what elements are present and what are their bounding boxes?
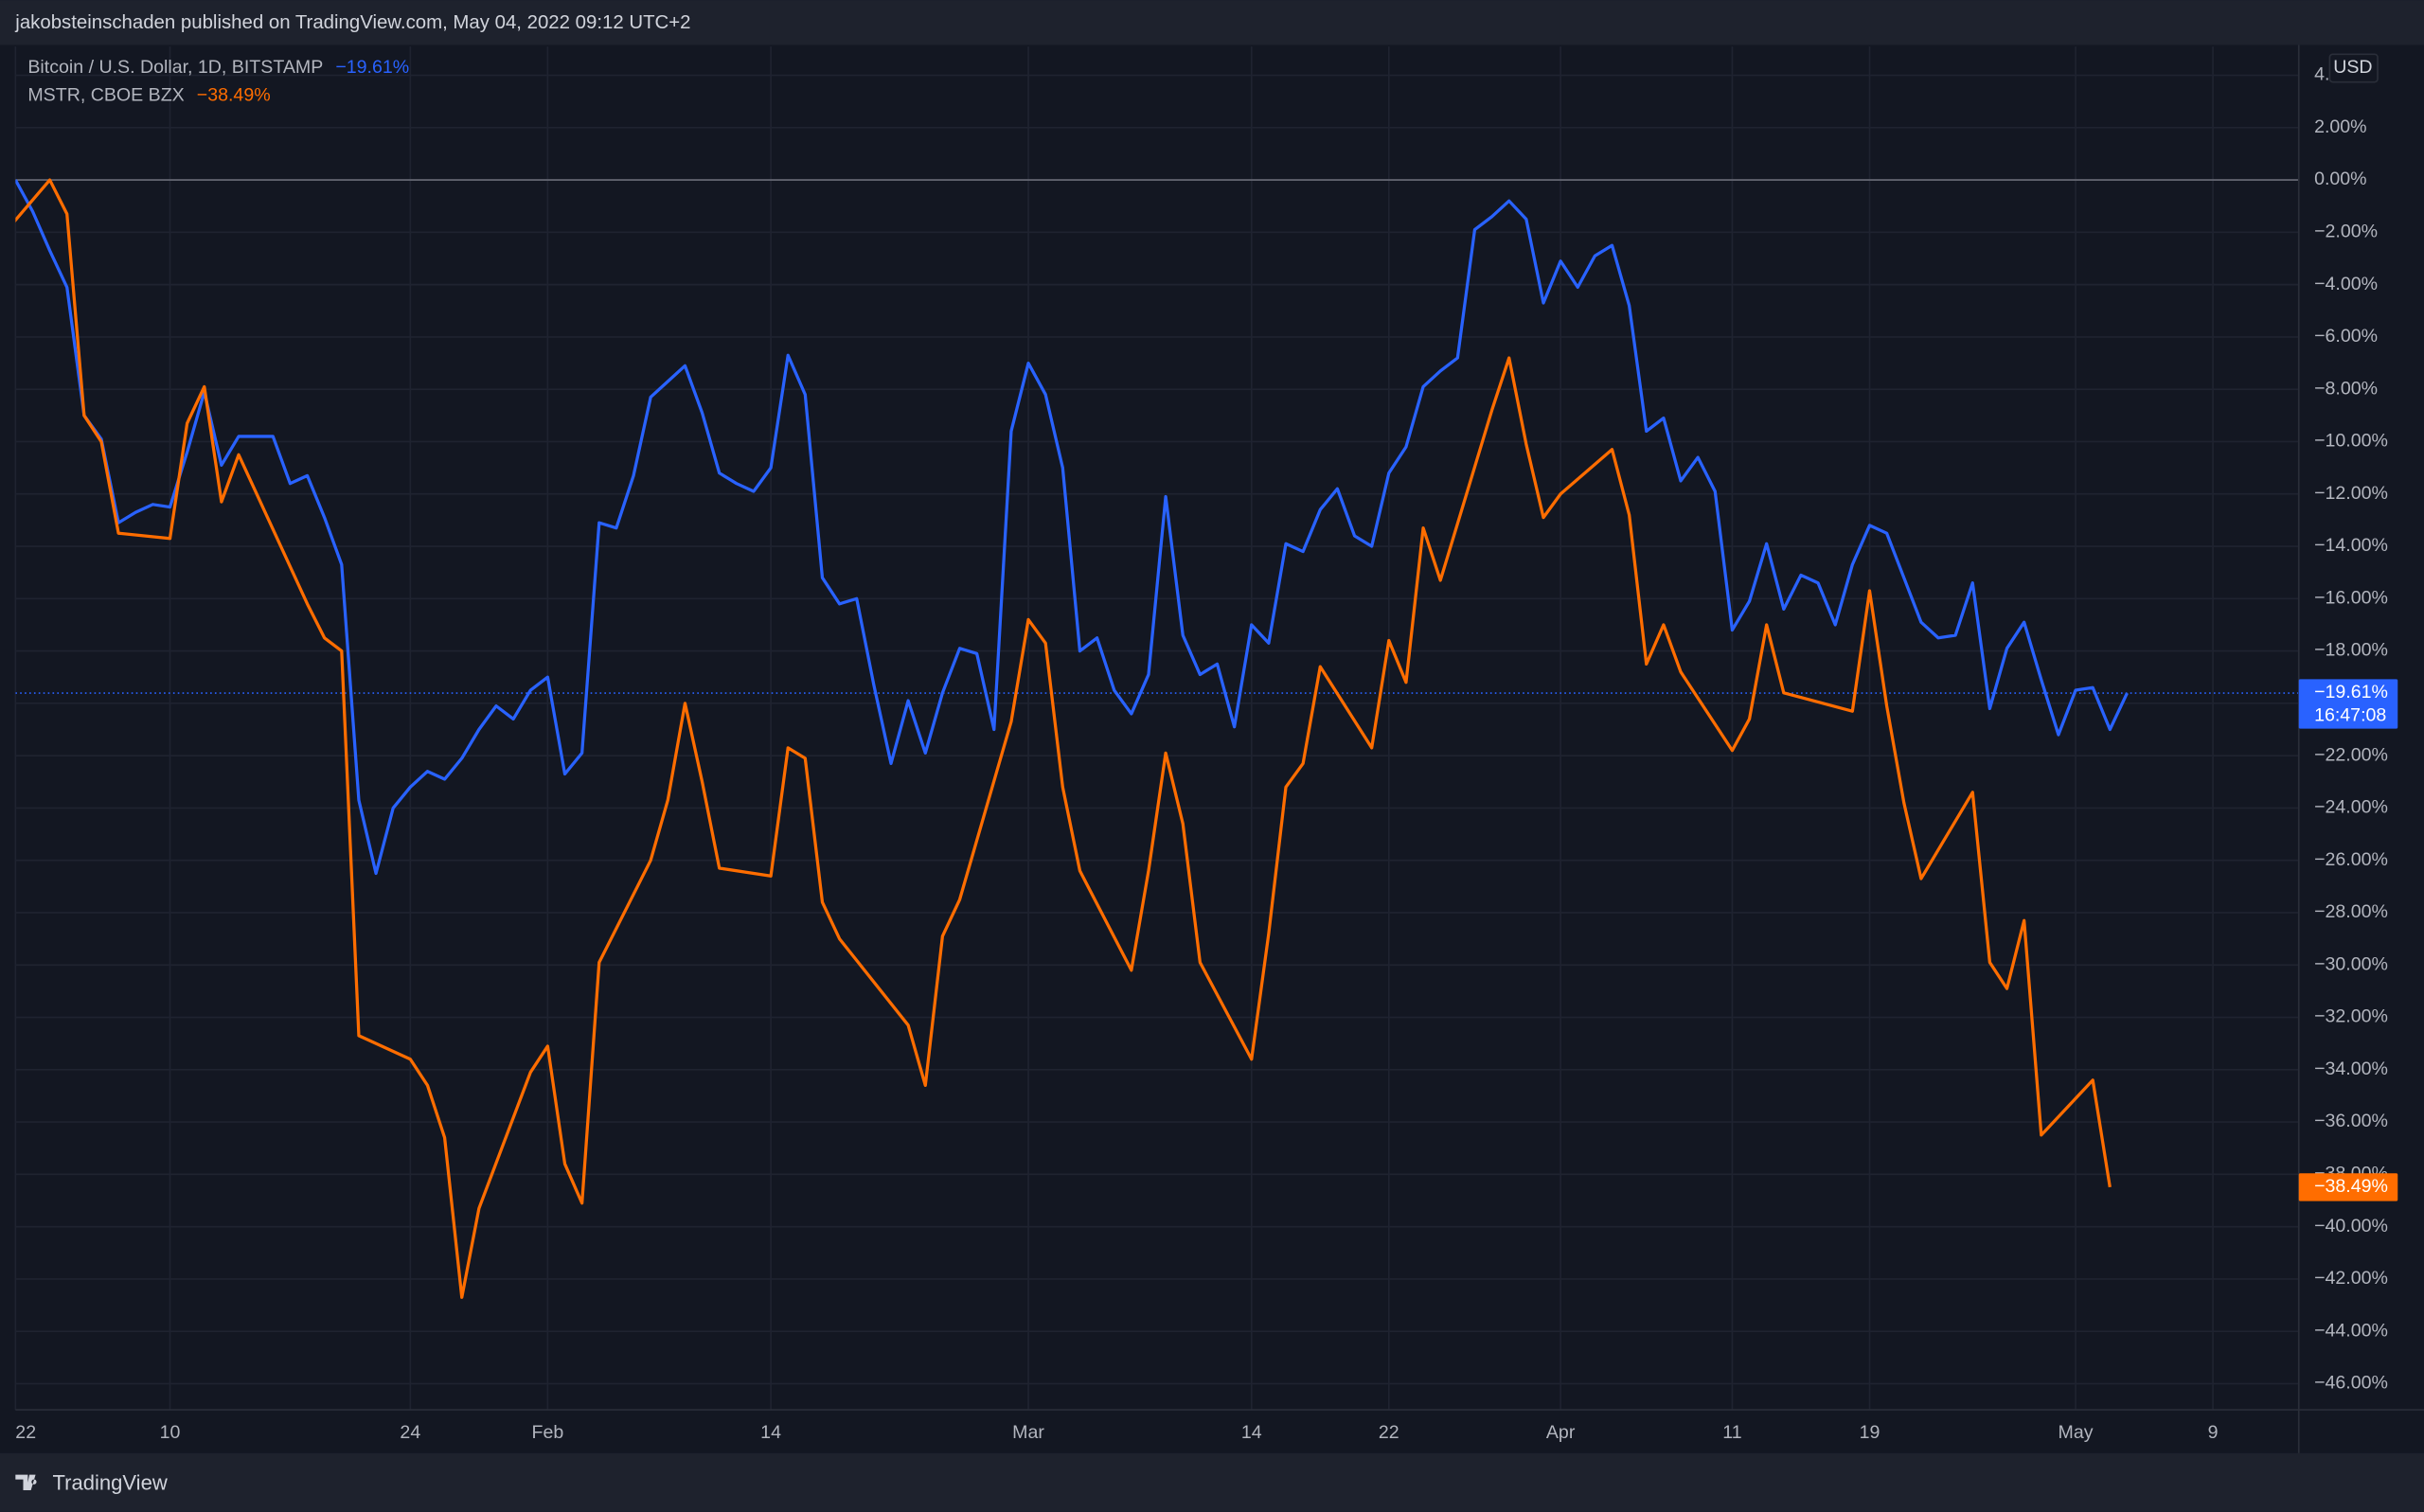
y-tick-label: 0.00% [2314, 169, 2367, 189]
y-tick-label: −18.00% [2314, 640, 2388, 661]
legend-change: −38.49% [197, 85, 271, 106]
legend-name: Bitcoin / U.S. Dollar, 1D, BITSTAMP [27, 57, 323, 78]
x-tick-label: 11 [1722, 1422, 1741, 1443]
logo [15, 1474, 37, 1491]
countdown-label: 16:47:08 [2314, 705, 2386, 726]
y-tick-label: −22.00% [2314, 744, 2388, 765]
x-tick-label: 19 [1860, 1422, 1880, 1443]
y-tick-label: −6.00% [2314, 326, 2378, 347]
series-line [15, 179, 2129, 876]
x-tick-label: 9 [2208, 1422, 2219, 1443]
x-tick-label: 14 [1241, 1422, 1262, 1443]
header-bar [0, 0, 2424, 45]
y-tick-label: −28.00% [2314, 901, 2388, 922]
y-tick-label: −40.00% [2314, 1216, 2388, 1236]
y-tick-label: −34.00% [2314, 1058, 2388, 1079]
legend-name: MSTR, CBOE BZX [27, 85, 184, 106]
x-tick-label: Feb [532, 1422, 564, 1443]
legend-change: −19.61% [335, 57, 409, 78]
x-tick-label: Apr [1546, 1422, 1576, 1443]
y-tick-label: 2.00% [2314, 116, 2367, 137]
footer-brand: TradingView [53, 1470, 168, 1494]
last-value-badge [2298, 679, 2398, 729]
last-value-label: −38.49% [2314, 1176, 2388, 1197]
last-value-badge [2298, 1173, 2398, 1201]
plot [15, 178, 2299, 1299]
legend: MSTR, CBOE BZX −38.49% [27, 85, 270, 106]
y-tick-label: −32.00% [2314, 1006, 2388, 1027]
x-tick-label: May [2059, 1422, 2094, 1443]
y-tick-label: −10.00% [2314, 431, 2388, 452]
y-tick-label: −24.00% [2314, 797, 2388, 818]
y-tick-label: −36.00% [2314, 1111, 2388, 1131]
y-tick-label: −14.00% [2314, 535, 2388, 556]
x-tick-label: Mar [1012, 1422, 1044, 1443]
y-tick-label: −44.00% [2314, 1320, 2388, 1341]
y-axis: 4.00%2.00%0.00%−2.00%−4.00%−6.00%−8.00%−… [15, 64, 2398, 1443]
x-tick-label: 14 [760, 1422, 781, 1443]
last-value-label: −19.61% [2314, 682, 2388, 703]
y-tick-label: −16.00% [2314, 587, 2388, 608]
footer-bar [0, 1452, 2424, 1512]
y-tick-label: −30.00% [2314, 953, 2388, 974]
y-tick-label: −8.00% [2314, 378, 2378, 399]
y-tick-label: −46.00% [2314, 1373, 2388, 1394]
y-tick-label: −42.00% [2314, 1268, 2388, 1289]
x-tick-label: 24 [400, 1422, 420, 1443]
x-tick-label: 22 [1379, 1422, 1399, 1443]
currency: USD [2333, 57, 2372, 78]
header-title: jakobsteinschaden published on TradingVi… [14, 12, 690, 33]
grid [14, 46, 2299, 1411]
series-line [15, 178, 2112, 1299]
y-tick-label: −12.00% [2314, 483, 2388, 504]
currency-box [2328, 53, 2379, 83]
x-tick-label: 10 [160, 1422, 181, 1443]
x-tick-label: 22 [15, 1422, 36, 1443]
y-tick-label: −26.00% [2314, 849, 2388, 870]
y-tick-label: −4.00% [2314, 274, 2378, 294]
legend: Bitcoin / U.S. Dollar, 1D, BITSTAMP −19.6… [27, 57, 409, 78]
y-tick-label: −2.00% [2314, 222, 2378, 242]
